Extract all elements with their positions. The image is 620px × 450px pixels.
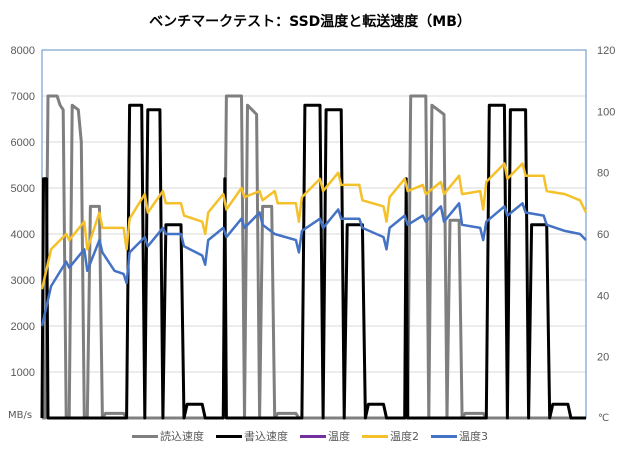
legend: 読込速度 書込速度 温度 温度2 温度3 <box>0 428 620 444</box>
chart-title: ベンチマークテスト：SSD温度と転送速度（MB） <box>149 14 471 30</box>
left-tick-label: 3000 <box>11 275 35 287</box>
legend-label: 温度2 <box>390 430 419 443</box>
legend-label: 読込速度 <box>160 430 204 443</box>
legend-item: 温度2 <box>362 428 419 444</box>
right-tick-label: 60 <box>597 229 609 241</box>
left-axis-unit: MB/s <box>8 410 32 421</box>
legend-swatch <box>216 434 242 438</box>
legend-item: 温度 <box>300 428 350 444</box>
right-tick-label: 20 <box>597 352 609 364</box>
legend-item: 書込速度 <box>216 428 288 444</box>
right-tick-label: 100 <box>597 106 615 118</box>
left-tick-label: 5000 <box>11 183 35 195</box>
series-line-0 <box>42 94 586 420</box>
legend-swatch <box>300 434 326 438</box>
series-group <box>40 94 588 420</box>
left-tick-label: 7000 <box>11 91 35 103</box>
right-axis-unit: ℃ <box>598 413 609 424</box>
legend-label: 書込速度 <box>244 430 288 443</box>
legend-item: 温度3 <box>431 428 488 444</box>
series-line-4 <box>40 202 587 327</box>
series-line-3 <box>40 162 588 290</box>
legend-label: 温度3 <box>459 430 488 443</box>
series-line-1 <box>40 103 586 420</box>
legend-swatch <box>132 434 158 438</box>
gridlines <box>42 95 586 373</box>
left-axis-ticks: 1000 2000 3000 4000 5000 6000 7000 8000 <box>11 45 35 379</box>
left-tick-label: 6000 <box>11 137 35 149</box>
legend-label: 温度 <box>328 430 350 443</box>
right-tick-label: 40 <box>597 290 609 302</box>
legend-swatch <box>362 434 388 438</box>
right-tick-label: 120 <box>597 45 615 57</box>
legend-item: 読込速度 <box>132 428 204 444</box>
left-tick-label: 4000 <box>11 229 35 241</box>
right-tick-label: 80 <box>597 168 609 180</box>
left-tick-label: 8000 <box>11 45 35 57</box>
left-tick-label: 1000 <box>11 367 35 379</box>
left-tick-label: 2000 <box>11 321 35 333</box>
right-axis-ticks: 20 40 60 80 100 120 <box>597 45 615 364</box>
legend-swatch <box>431 434 457 438</box>
